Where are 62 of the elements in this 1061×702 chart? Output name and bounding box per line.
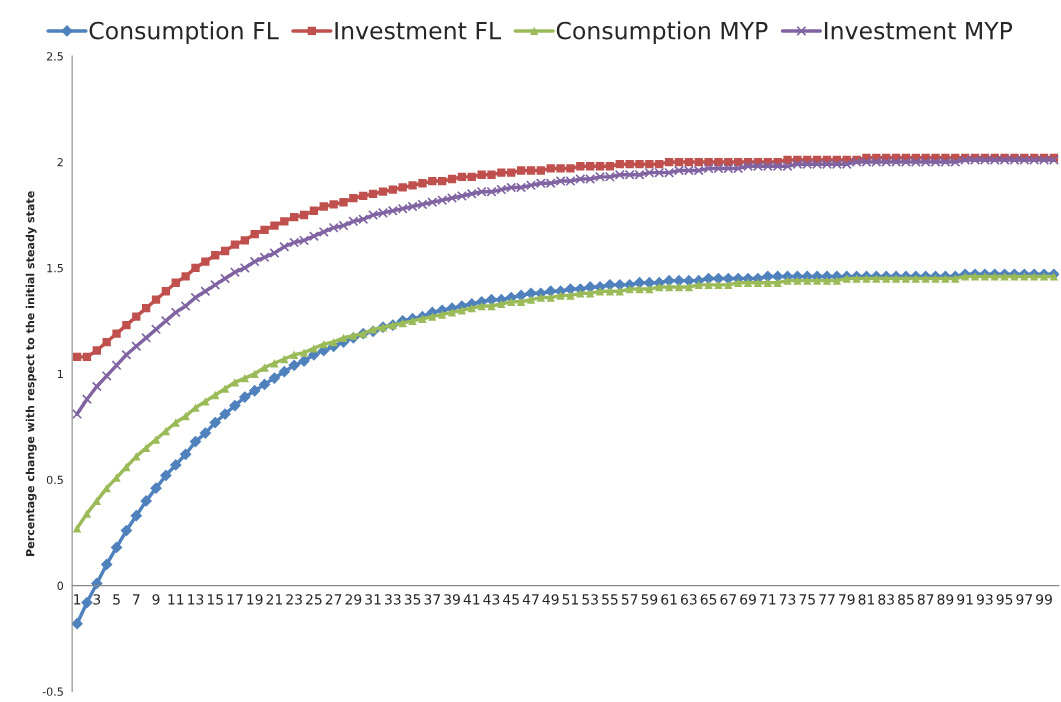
x-tick-label: 41 xyxy=(463,594,480,605)
y-tick-label: 2.5 xyxy=(46,52,63,61)
x-tick-label: 93 xyxy=(976,594,993,605)
x-tick-label: 21 xyxy=(266,594,282,605)
x-tick-label: 59 xyxy=(641,594,658,605)
x-tick-label: 29 xyxy=(345,594,362,605)
x-tick-label: 63 xyxy=(680,594,697,605)
x-tick-label: 39 xyxy=(444,594,460,605)
x-tick-label: 65 xyxy=(700,594,717,605)
x-tick-label: 13 xyxy=(188,594,204,605)
x-tick-label: 83 xyxy=(878,594,894,605)
x-tick-label: 5 xyxy=(113,594,120,605)
x-tick-label: 23 xyxy=(286,594,302,605)
x-tick-label: 19 xyxy=(247,594,263,605)
x-tick-label: 81 xyxy=(858,594,875,605)
x-tick-label: 15 xyxy=(207,594,223,605)
x-tick-label: 53 xyxy=(582,594,598,605)
x-tick-label: 25 xyxy=(306,594,322,605)
x-tick-label: 85 xyxy=(898,594,914,605)
x-tick-label: 67 xyxy=(720,594,736,605)
y-tick-label: -0.5 xyxy=(42,687,63,696)
y-tick-label: 1.5 xyxy=(47,264,63,273)
x-tick-label: 49 xyxy=(542,594,559,605)
x-tick-label: 9 xyxy=(152,594,160,605)
x-tick-label: 61 xyxy=(661,594,677,605)
x-tick-label: 99 xyxy=(1036,594,1052,605)
x-tick-label: 3 xyxy=(93,594,101,605)
x-tick-label: 89 xyxy=(937,594,954,605)
x-tick-label: 75 xyxy=(799,594,815,605)
x-tick-label: 77 xyxy=(819,594,835,605)
legend-label: Consumption MYP xyxy=(556,21,768,45)
x-tick-label: 31 xyxy=(365,594,381,605)
x-tick-label: 73 xyxy=(779,594,796,605)
x-tick-label: 57 xyxy=(621,594,638,605)
x-tick-label: 51 xyxy=(562,594,578,605)
y-tick-label: 1 xyxy=(57,369,63,379)
y-axis-title: Percentage change with respect to the initial steady state xyxy=(25,191,37,556)
x-tick-label: 69 xyxy=(740,594,756,605)
x-tick-label: 71 xyxy=(760,594,776,605)
legend-label: Investment MYP xyxy=(824,21,1013,40)
x-tick-label: 7 xyxy=(133,594,140,605)
x-tick-label: 1 xyxy=(74,594,81,605)
x-tick-label: 33 xyxy=(385,594,401,605)
x-tick-label: 47 xyxy=(522,594,539,605)
x-tick-label: 87 xyxy=(917,594,934,605)
legend-label: Consumption FL xyxy=(89,21,279,45)
x-tick-label: 45 xyxy=(503,594,519,605)
legend-label: Investment FL xyxy=(335,21,501,40)
x-tick-label: 37 xyxy=(424,594,440,605)
x-tick-label: 35 xyxy=(404,594,421,605)
x-tick-label: 17 xyxy=(227,594,243,605)
x-tick-label: 11 xyxy=(168,594,184,605)
x-tick-label: 27 xyxy=(325,594,342,605)
x-tick-label: 97 xyxy=(1016,594,1032,605)
y-tick-label: 2 xyxy=(57,158,63,167)
x-tick-label: 79 xyxy=(839,594,855,605)
x-tick-label: 91 xyxy=(957,594,973,605)
x-tick-label: 55 xyxy=(602,594,618,605)
x-tick-label: 95 xyxy=(996,594,1013,605)
y-tick-label: 0.5 xyxy=(46,475,63,485)
x-tick-label: 43 xyxy=(483,594,500,605)
y-tick-label: 0 xyxy=(57,581,64,590)
